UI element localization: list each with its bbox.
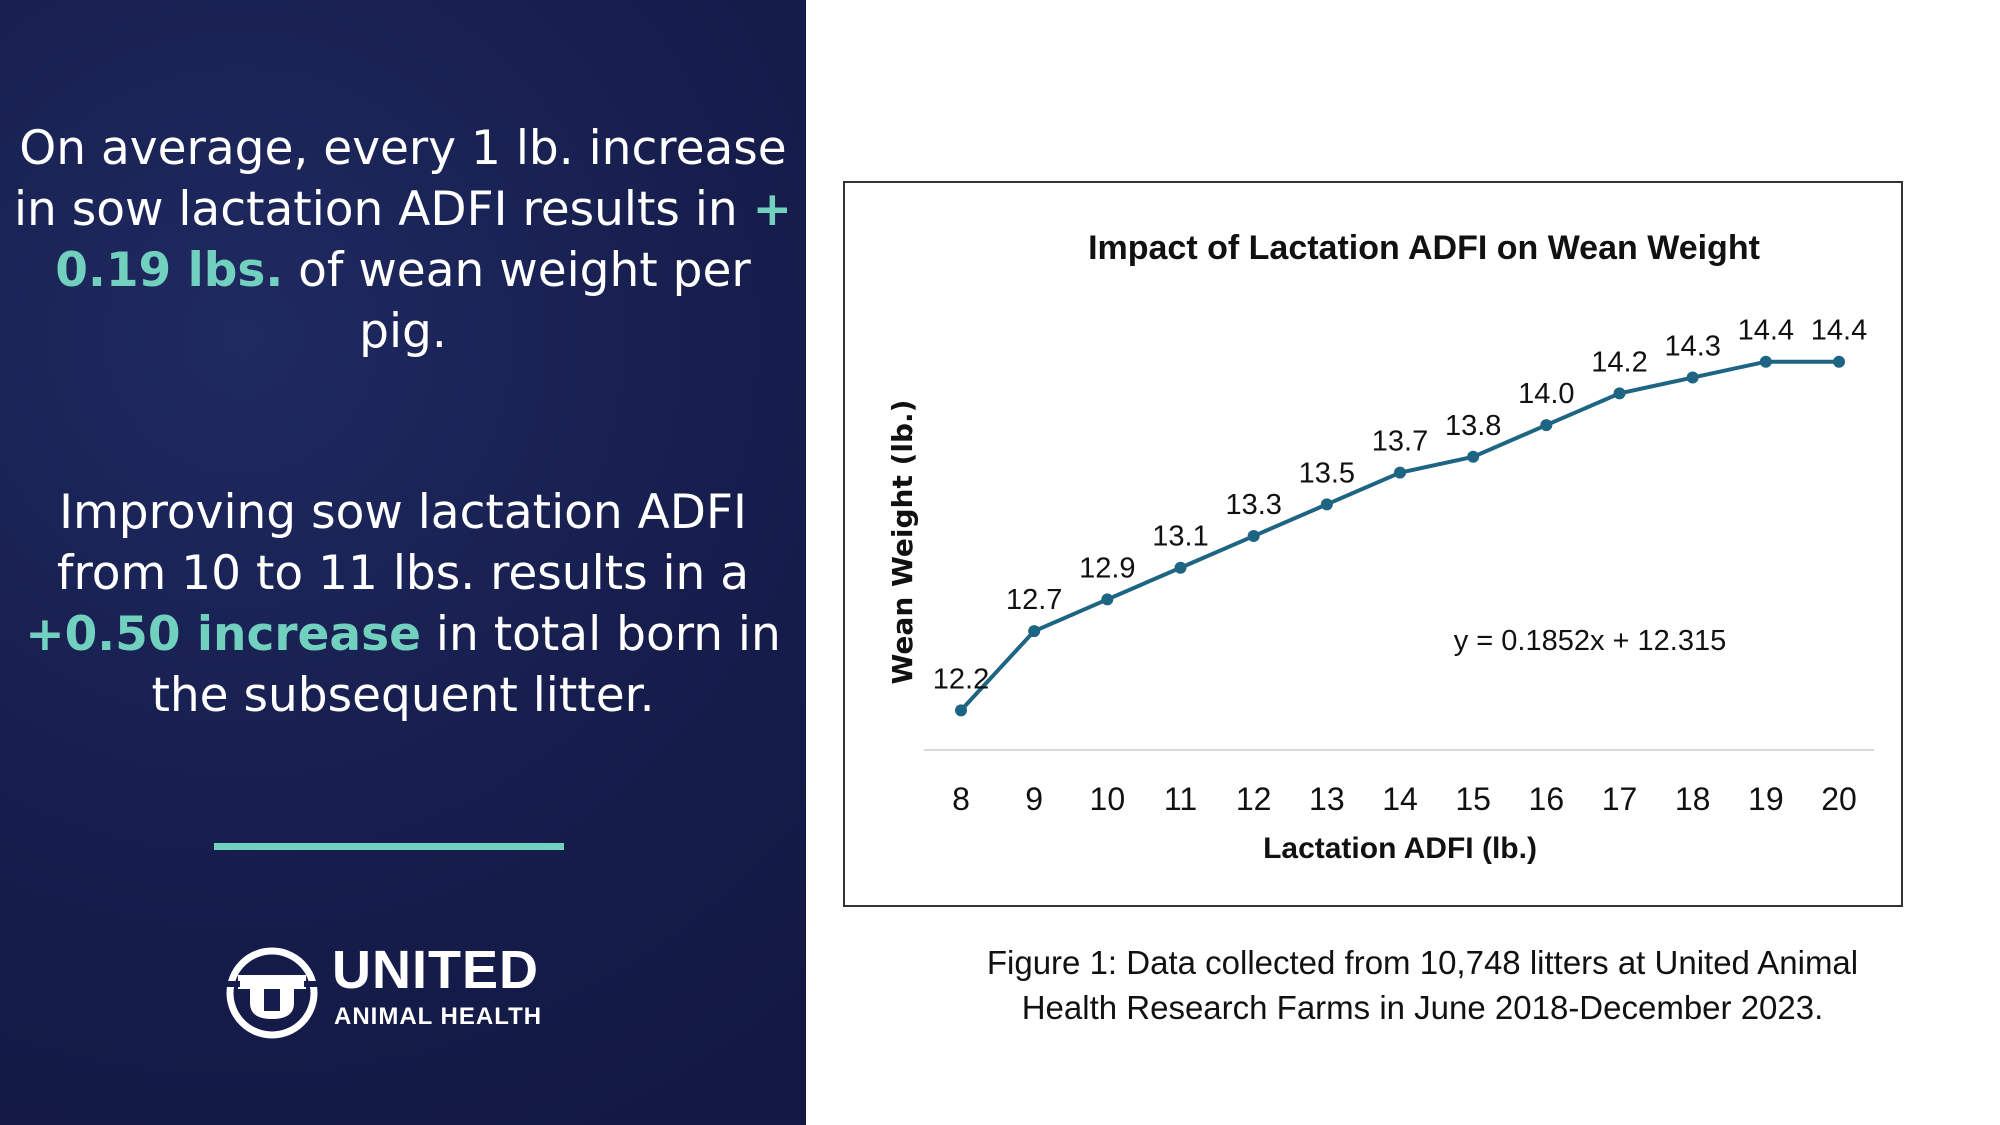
statement-text: in total born in the subsequent litter. (151, 607, 781, 723)
data-label: 14.0 (1518, 378, 1574, 410)
data-point (1320, 498, 1333, 511)
statement-text: On average, every 1 lb. increase in sow … (13, 121, 787, 237)
data-point (1467, 450, 1480, 463)
data-label: 14.4 (1811, 315, 1867, 347)
data-point (955, 704, 967, 717)
data-label: 13.1 (1152, 521, 1208, 553)
x-tick-label: 20 (1821, 781, 1857, 817)
data-label: 12.2 (933, 663, 989, 695)
x-tick-label: 9 (1025, 781, 1043, 817)
data-point (1174, 561, 1187, 574)
y-axis-title: Wean Weight (lb.) (886, 400, 919, 685)
logo-word: UNITED (332, 940, 539, 1000)
caption-line: Health Research Farms in June 2018-Decem… (1021, 989, 1824, 1026)
divider (214, 843, 564, 850)
data-label: 13.3 (1225, 489, 1281, 521)
total-born-statement: Improving sow lactation ADFI from 10 to … (10, 482, 796, 726)
data-label: 12.9 (1079, 552, 1135, 584)
series-line (959, 359, 1839, 712)
x-axis-title: Lactation ADFI (lb.) (1263, 832, 1537, 865)
data-point (1613, 387, 1626, 400)
wean-weight-statement: On average, every 1 lb. increase in sow … (10, 118, 796, 362)
data-label: 13.7 (1372, 426, 1428, 458)
data-label: 14.3 (1664, 331, 1720, 363)
x-tick-label: 12 (1236, 781, 1272, 817)
statement-text: Improving sow lactation ADFI from 10 to … (56, 485, 750, 601)
data-point (1540, 419, 1553, 432)
chart-frame (843, 181, 1903, 907)
figure-caption: Figure 1: Data collected from 10,748 lit… (900, 940, 1945, 1030)
data-label: 14.2 (1591, 346, 1647, 378)
data-label: 13.8 (1445, 410, 1501, 442)
united-animal-health-logo: UNITED ANIMAL HEALTH (224, 940, 564, 1041)
data-point (1686, 371, 1699, 384)
statement-highlight: +0.50 increase (25, 607, 421, 662)
x-tick-label: 14 (1382, 781, 1418, 817)
x-tick-label: 8 (952, 781, 970, 817)
data-point (1101, 593, 1114, 606)
x-tick-label: 15 (1455, 781, 1491, 817)
x-tick-label: 18 (1675, 781, 1711, 817)
info-panel: On average, every 1 lb. increase in sow … (0, 0, 806, 1125)
x-tick-label: 19 (1748, 781, 1784, 817)
x-tick-label: 11 (1164, 781, 1197, 817)
statement-highlight: + 0.19 lbs. (55, 182, 793, 298)
data-label: 12.7 (1006, 584, 1062, 616)
data-point (1028, 625, 1041, 638)
data-point (1759, 355, 1772, 368)
logo-u-icon (226, 947, 318, 1039)
x-tick-label: 17 (1602, 781, 1638, 817)
data-point (1394, 466, 1406, 479)
data-point (1833, 355, 1845, 368)
x-tick-label: 16 (1529, 781, 1565, 817)
statement-text: of wean weight per pig. (283, 243, 751, 359)
data-label: 14.4 (1738, 315, 1794, 347)
chart-title: Impact of Lactation ADFI on Wean Weight (1088, 229, 1760, 267)
data-label: 13.5 (1299, 457, 1355, 489)
x-tick-label: 13 (1309, 781, 1345, 817)
x-tick-label: 10 (1090, 781, 1126, 817)
trendline-equation: y = 0.1852x + 12.315 (1454, 625, 1727, 657)
logo-subtitle: ANIMAL HEALTH (334, 1003, 543, 1030)
caption-line: Figure 1: Data collected from 10,748 lit… (986, 944, 1859, 981)
data-point (1247, 530, 1260, 543)
